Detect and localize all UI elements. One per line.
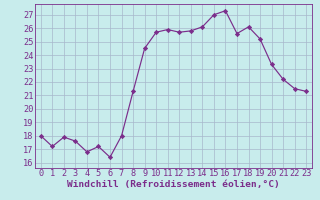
X-axis label: Windchill (Refroidissement éolien,°C): Windchill (Refroidissement éolien,°C) bbox=[67, 180, 280, 189]
